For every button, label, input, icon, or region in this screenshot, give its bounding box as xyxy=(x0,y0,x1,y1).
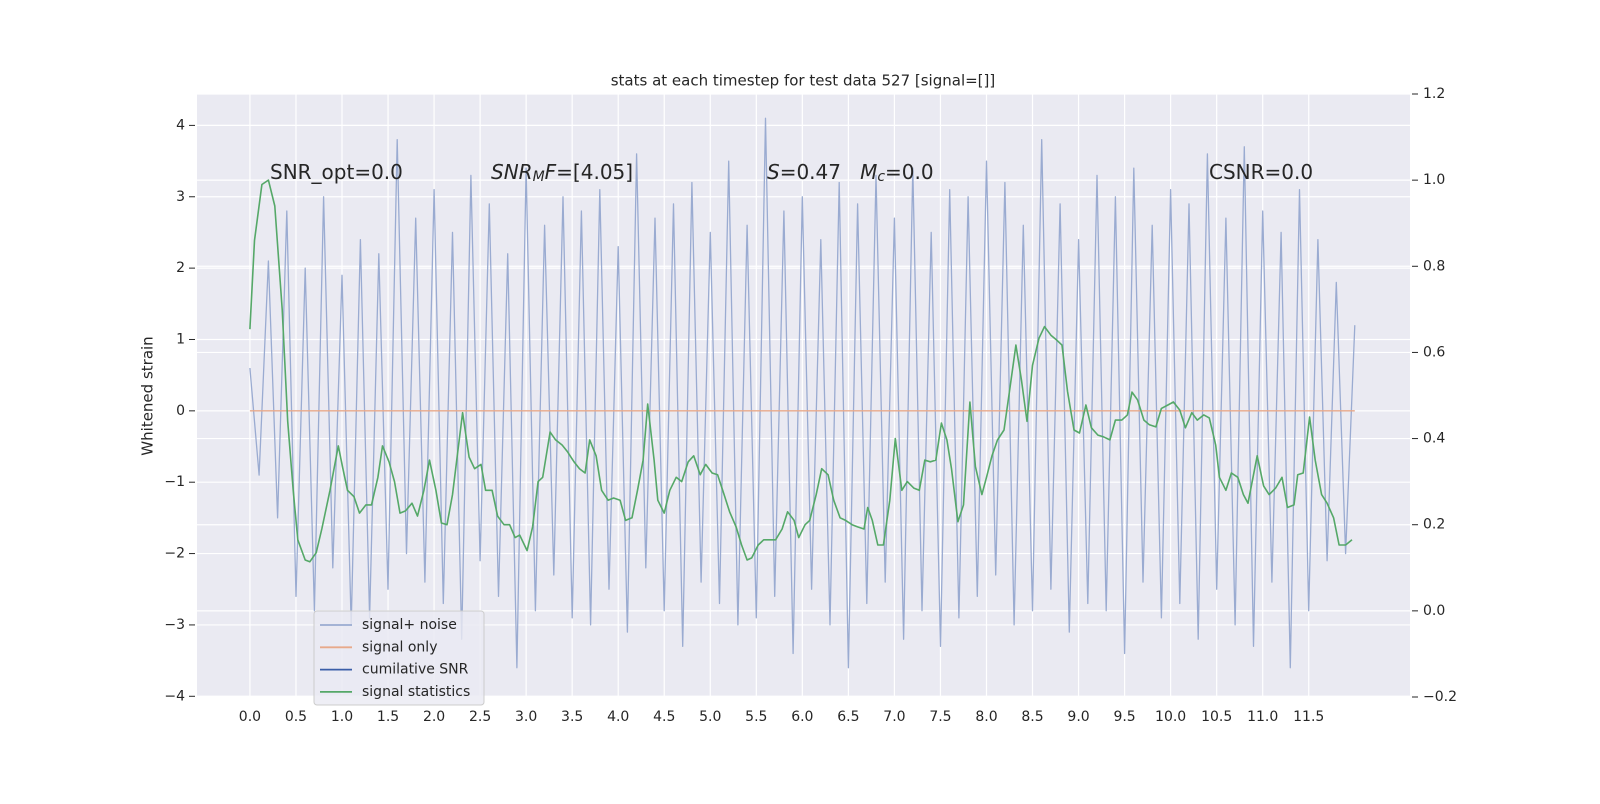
x-tick-label: 10.5 xyxy=(1201,709,1232,725)
x-tick-label: 4.0 xyxy=(607,709,629,725)
y-tick-label: 1 xyxy=(176,331,185,347)
chart-title: stats at each timestep for test data 527… xyxy=(611,72,996,90)
annotation-part: c xyxy=(877,169,885,185)
y-tick-label: 3 xyxy=(176,189,185,205)
y-tick-label: −2 xyxy=(164,546,185,562)
annotation-part: CSNR=0.0 xyxy=(1209,160,1313,184)
legend-label: cumilative SNR xyxy=(362,662,469,678)
x-tick-label: 7.5 xyxy=(929,709,951,725)
axes: 0.0 0.5 1.0 1.5 2.0 2.5 3.0 3.5 4.0 4.5 5.0 5.5 6.0 6… xyxy=(164,86,1457,725)
annotation-part: =[4.05] xyxy=(556,160,633,184)
legend-label: signal statistics xyxy=(362,684,470,700)
y-tick-label: 0 xyxy=(176,403,185,419)
y-tick-label: −1 xyxy=(164,474,185,490)
x-tick-label: 0.5 xyxy=(285,709,307,725)
y2-tick-label: 0.8 xyxy=(1423,258,1445,274)
x-tick-label: 6.0 xyxy=(791,709,813,725)
y2-tick-label: 0.2 xyxy=(1423,517,1445,533)
y-tick-label: 2 xyxy=(176,260,185,276)
annotation-part: =0.47 xyxy=(780,160,860,184)
annotation: CSNR=0.0 xyxy=(1209,160,1313,184)
x-tick-label: 6.5 xyxy=(837,709,859,725)
x-tick-label: 9.0 xyxy=(1067,709,1089,725)
y-tick-label: 4 xyxy=(176,117,185,133)
annotation: SNRMF=[4.05] xyxy=(491,160,633,186)
annotation-part: M xyxy=(860,160,877,184)
x-tick-label: 8.0 xyxy=(975,709,997,725)
y2-tick-label: 0.6 xyxy=(1423,344,1445,360)
x-tick-label: 11.0 xyxy=(1247,709,1278,725)
y2-tick-label: 0.0 xyxy=(1423,603,1445,619)
x-tick-label: 3.0 xyxy=(515,709,537,725)
x-tick-label: 4.5 xyxy=(653,709,675,725)
x-tick-label: 5.5 xyxy=(745,709,767,725)
x-tick-label: 5.0 xyxy=(699,709,721,725)
annotation-part: S xyxy=(767,160,780,184)
annotation: S=0.47 Mc=0.0 xyxy=(767,160,934,186)
x-tick-label: 9.5 xyxy=(1113,709,1135,725)
marks xyxy=(249,117,1356,669)
legend-box xyxy=(313,610,485,706)
y2-tick-label: −0.2 xyxy=(1423,689,1457,705)
x-tick-label: 2.5 xyxy=(469,709,491,725)
x-tick-label: 0.0 xyxy=(239,709,261,725)
legend: signal+ noise signal only cumilative SNR si… xyxy=(313,610,485,706)
annotation-part: SNR xyxy=(491,160,533,184)
series-line xyxy=(249,179,1353,563)
y-tick-label: −4 xyxy=(164,688,185,704)
annotations: SNR_opt=0.0 SNRMF=[4.05] S=0.47 Mc=0.0 CSNR… xyxy=(270,160,1313,186)
y2-tick-label: 0.4 xyxy=(1423,431,1445,447)
annotation-part: M xyxy=(533,169,545,185)
plot-area xyxy=(197,94,1410,697)
x-tick-label: 10.0 xyxy=(1155,709,1186,725)
series-line xyxy=(249,117,1356,669)
y2-tick-label: 1.2 xyxy=(1423,86,1445,102)
annotation: SNR_opt=0.0 xyxy=(270,160,403,184)
legend-label: signal only xyxy=(362,639,437,655)
x-tick-label: 8.5 xyxy=(1021,709,1043,725)
x-tick-label: 11.5 xyxy=(1293,709,1324,725)
x-tick-label: 3.5 xyxy=(561,709,583,725)
annotation-part: =0.0 xyxy=(885,160,934,184)
annotation-part: F xyxy=(545,160,557,184)
legend-label: signal+ noise xyxy=(362,617,457,633)
x-tick-label: 7.0 xyxy=(883,709,905,725)
x-tick-label: 2.0 xyxy=(423,709,445,725)
y-axis-label: Whitened strain xyxy=(139,336,157,455)
y-tick-label: −3 xyxy=(164,617,185,633)
x-tick-label: 1.5 xyxy=(377,709,399,725)
annotation-part: SNR_opt=0.0 xyxy=(270,160,403,184)
x-tick-label: 1.0 xyxy=(331,709,353,725)
y2-tick-label: 1.0 xyxy=(1423,172,1445,188)
